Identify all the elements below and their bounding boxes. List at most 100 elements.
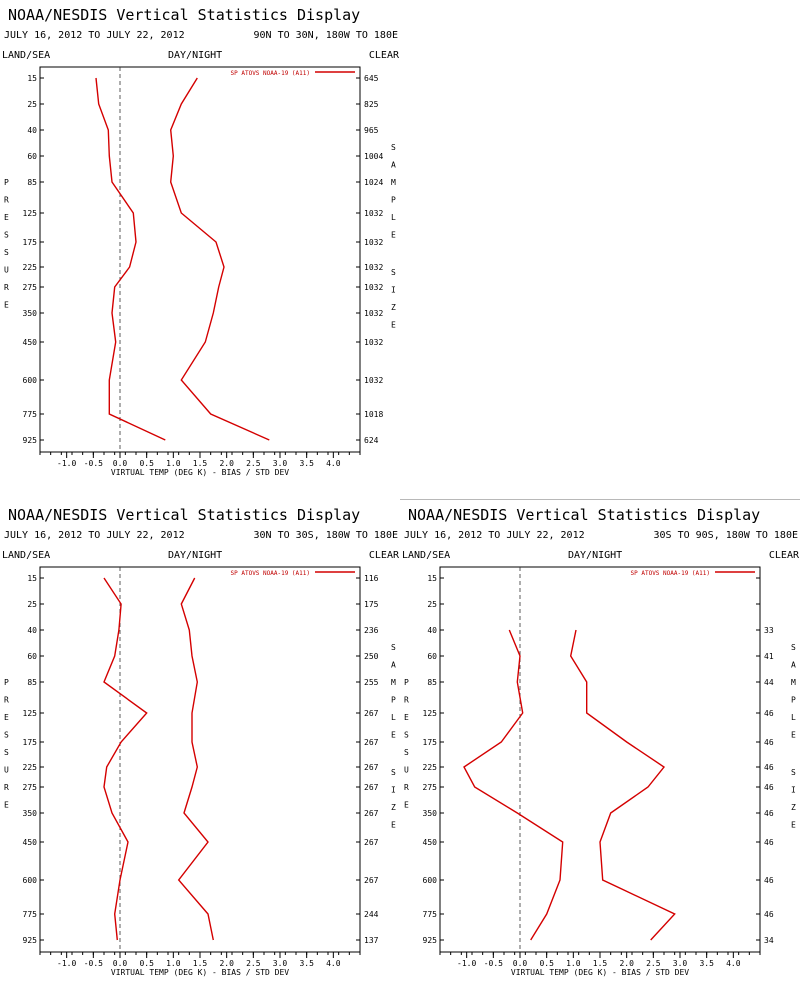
pressure-tick-label: 600: [23, 376, 38, 385]
x-tick-label: 0.5: [139, 959, 154, 968]
pressure-axis-letter: R: [4, 196, 9, 205]
pressure-tick-label: 225: [23, 763, 38, 772]
x-tick-label: 4.0: [326, 459, 341, 468]
sample-size-label: 33: [764, 626, 774, 635]
sample-size-label: 1004: [364, 152, 383, 161]
pressure-tick-label: 350: [23, 309, 38, 318]
pressure-axis-letter: E: [4, 301, 9, 310]
x-tick-label: 0.0: [513, 959, 528, 968]
sample-axis-letter: A: [791, 661, 796, 670]
size-axis-letter: I: [391, 286, 396, 295]
size-axis-letter: E: [391, 821, 396, 830]
chart-panel-south: NOAA/NESDIS Vertical Statistics Display J…: [400, 500, 800, 1000]
sample-size-label: 116: [364, 574, 379, 583]
pressure-axis-letter: R: [4, 696, 9, 705]
x-tick-label: -1.0: [57, 959, 76, 968]
pressure-axis-letter: U: [4, 266, 9, 275]
pressure-axis-letter: S: [4, 731, 9, 740]
date-range: JULY 16, 2012 TO JULY 22, 2012: [4, 30, 185, 41]
sample-size-label: 44: [764, 678, 774, 687]
vertical-stats-chart: NOAA/NESDIS Vertical Statistics Display J…: [2, 6, 400, 477]
sample-size-label: 46: [764, 910, 774, 919]
pressure-axis-letter: E: [404, 713, 409, 722]
sample-size-label: 267: [364, 838, 379, 847]
pressure-tick-label: 175: [423, 738, 438, 747]
chart-panel-north: NOAA/NESDIS Vertical Statistics Display J…: [0, 0, 400, 500]
pressure-axis-letter: R: [4, 283, 9, 292]
region-label: 30N TO 30S, 180W TO 180E: [254, 530, 399, 541]
plot-frame: [39, 66, 361, 453]
sample-axis-letter: S: [791, 643, 796, 652]
pressure-tick-label: 775: [423, 910, 438, 919]
land-sea-label: LAND/SEA: [2, 50, 50, 61]
pressure-tick-label: 450: [23, 838, 38, 847]
sample-axis-letter: E: [391, 731, 396, 740]
x-tick-label: 2.5: [246, 959, 261, 968]
day-night-label: DAY/NIGHT: [568, 550, 622, 561]
pressure-tick-label: 925: [423, 936, 438, 945]
sample-size-label: 46: [764, 709, 774, 718]
size-axis-letter: E: [791, 821, 796, 830]
x-tick-label: -1.0: [457, 959, 476, 968]
x-tick-label: 0.5: [539, 959, 554, 968]
x-tick-label: 2.5: [246, 459, 261, 468]
x-tick-label: 3.5: [299, 459, 314, 468]
sample-axis-letter: M: [791, 678, 796, 687]
sample-size-label: 267: [364, 876, 379, 885]
vertical-stats-chart: NOAA/NESDIS Vertical Statistics Display J…: [2, 506, 400, 977]
pressure-axis-letter: S: [4, 231, 9, 240]
pressure-tick-label: 450: [423, 838, 438, 847]
std-dev-series-line: [569, 629, 676, 941]
pressure-axis-letter: S: [4, 748, 9, 757]
x-tick-label: -0.5: [84, 959, 103, 968]
pressure-tick-label: 85: [27, 678, 37, 687]
size-axis-letter: I: [391, 786, 396, 795]
sample-size-label: 137: [364, 936, 379, 945]
date-range: JULY 16, 2012 TO JULY 22, 2012: [4, 530, 185, 541]
sample-axis-letter: S: [391, 643, 396, 652]
pressure-tick-label: 15: [427, 574, 437, 583]
pressure-tick-label: 125: [23, 709, 38, 718]
sample-size-label: 46: [764, 838, 774, 847]
sample-size-label: 1018: [364, 410, 383, 419]
horizontal-divider: [0, 499, 800, 500]
sample-size-label: 1032: [364, 263, 383, 272]
pressure-tick-label: 15: [27, 74, 37, 83]
land-sea-label: LAND/SEA: [2, 550, 50, 561]
sample-size-label: 267: [364, 738, 379, 747]
sample-axis-letter: P: [391, 196, 396, 205]
pressure-tick-label: 60: [427, 652, 437, 661]
clear-label: CLEAR: [369, 550, 400, 561]
pressure-tick-label: 40: [427, 626, 437, 635]
pressure-tick-label: 40: [27, 126, 37, 135]
legend-label: SP ATOVS NOAA-19 (A11): [231, 70, 310, 77]
sample-axis-letter: A: [391, 161, 396, 170]
sample-size-label: 1032: [364, 283, 383, 292]
size-axis-letter: S: [391, 268, 396, 277]
pressure-axis-letter: U: [404, 766, 409, 775]
pressure-tick-label: 925: [23, 436, 38, 445]
x-tick-label: 3.5: [699, 959, 714, 968]
region-label: 90N TO 30N, 180W TO 180E: [254, 30, 399, 41]
x-tick-label: 1.0: [166, 459, 181, 468]
sample-size-label: 1032: [364, 376, 383, 385]
empty-panel: [400, 0, 800, 500]
sample-size-label: 1032: [364, 309, 383, 318]
pressure-axis-letter: P: [4, 678, 9, 687]
size-axis-letter: I: [791, 786, 796, 795]
pressure-tick-label: 15: [27, 574, 37, 583]
day-night-label: DAY/NIGHT: [168, 550, 222, 561]
pressure-tick-label: 350: [23, 809, 38, 818]
sample-size-label: 175: [364, 600, 379, 609]
x-tick-label: 4.0: [326, 959, 341, 968]
x-tick-label: 2.0: [219, 459, 234, 468]
size-axis-letter: Z: [391, 303, 396, 312]
x-tick-label: 2.0: [619, 959, 634, 968]
sample-size-label: 41: [764, 652, 774, 661]
chart-title: NOAA/NESDIS Vertical Statistics Display: [408, 506, 760, 524]
x-tick-label: 1.5: [193, 459, 208, 468]
x-tick-label: 3.0: [273, 459, 288, 468]
pressure-tick-label: 40: [27, 626, 37, 635]
pressure-axis-letter: S: [4, 248, 9, 257]
pressure-tick-label: 275: [23, 283, 38, 292]
